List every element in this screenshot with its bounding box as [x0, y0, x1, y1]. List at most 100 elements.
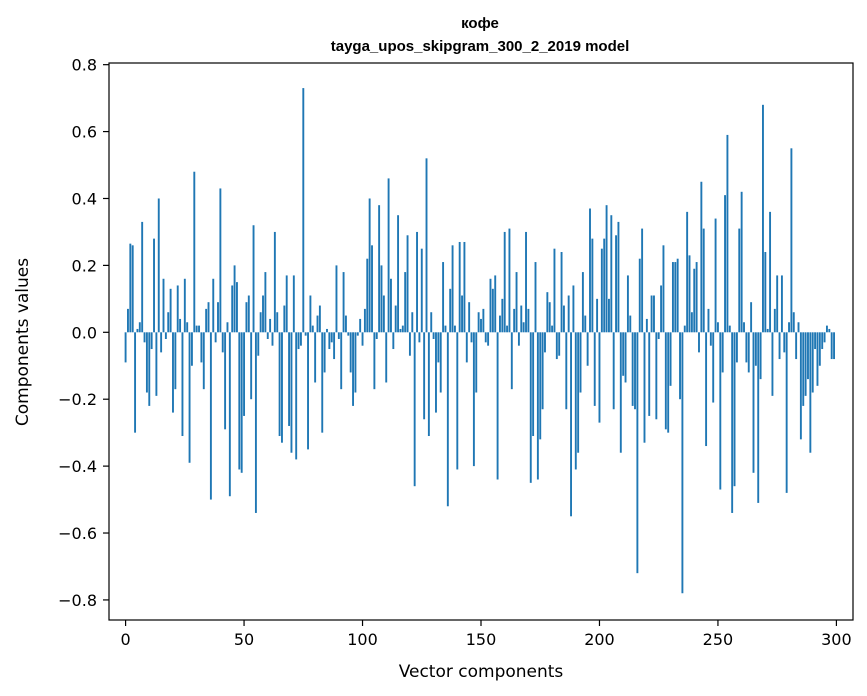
bar-194 [584, 315, 587, 333]
bar-179 [548, 302, 551, 333]
bar-32 [200, 332, 203, 363]
bar-125 [420, 248, 423, 333]
bar-85 [326, 328, 328, 333]
x-tick-label: 250 [703, 630, 734, 649]
bar-217 [638, 258, 641, 333]
y-tick-label: 0.2 [72, 256, 97, 275]
bar-255 [728, 325, 731, 333]
y-tick-label: −0.6 [58, 524, 97, 543]
bar-127 [425, 158, 428, 333]
bar-265 [752, 332, 755, 473]
bar-20 [172, 332, 174, 413]
bar-29 [193, 171, 196, 333]
bar-151 [482, 308, 485, 333]
bar-177 [544, 332, 546, 353]
bar-52 [247, 295, 250, 333]
bar-206 [612, 332, 615, 410]
bar-168 [522, 322, 525, 333]
bar-50 [243, 332, 246, 416]
plot-frame [108, 62, 854, 621]
bar-62 [271, 332, 274, 346]
bar-160 [503, 231, 506, 333]
bar-180 [551, 325, 554, 333]
y-tick-label: 0.8 [72, 56, 97, 75]
bar-279 [785, 332, 788, 493]
bar-186 [565, 332, 568, 410]
bar-292 [816, 332, 819, 386]
bar-232 [674, 262, 677, 333]
bar-0 [124, 332, 127, 363]
bar-281 [790, 148, 793, 333]
bar-8 [143, 332, 146, 343]
bar-146 [470, 332, 473, 343]
bar-4 [134, 332, 137, 433]
bar-74 [299, 332, 302, 346]
bar-18 [167, 312, 170, 333]
bar-178 [546, 292, 549, 333]
bar-229 [667, 332, 670, 433]
bar-93 [344, 315, 347, 333]
bar-91 [340, 332, 343, 390]
bar-172 [532, 332, 535, 437]
bar-198 [593, 332, 596, 406]
bar-131 [435, 332, 437, 413]
bar-208 [617, 221, 620, 333]
bar-260 [740, 191, 743, 333]
bar-176 [541, 332, 544, 410]
bar-48 [238, 332, 241, 470]
bar-189 [572, 285, 575, 333]
bar-278 [783, 332, 786, 353]
bar-276 [778, 332, 781, 360]
bar-165 [515, 272, 518, 333]
bar-58 [262, 295, 264, 333]
bar-72 [295, 332, 298, 460]
bar-220 [645, 318, 648, 333]
bar-164 [513, 308, 516, 333]
bar-254 [726, 134, 729, 333]
bar-101 [363, 308, 366, 333]
bar-126 [423, 332, 426, 420]
bar-39 [217, 302, 219, 333]
bar-70 [290, 332, 293, 453]
bar-137 [449, 288, 452, 333]
bar-145 [468, 302, 471, 333]
bar-25 [183, 278, 186, 333]
bar-205 [610, 215, 613, 333]
bar-134 [442, 262, 445, 333]
bar-34 [205, 308, 208, 333]
bar-115 [397, 215, 400, 333]
bar-140 [456, 332, 459, 470]
bar-121 [411, 312, 414, 333]
bar-94 [347, 332, 350, 336]
bar-211 [624, 332, 627, 383]
bar-277 [780, 275, 783, 333]
bar-5 [136, 328, 139, 333]
bar-159 [501, 298, 504, 333]
bar-249 [714, 218, 717, 333]
bar-243 [700, 181, 703, 333]
bar-215 [634, 332, 636, 410]
bar-195 [586, 332, 589, 366]
bar-76 [304, 332, 307, 336]
bar-139 [453, 325, 456, 333]
bar-251 [719, 332, 722, 490]
bar-295 [823, 332, 826, 343]
bar-82 [318, 305, 321, 333]
bar-109 [382, 295, 385, 333]
bar-184 [560, 252, 563, 333]
bar-235 [681, 332, 684, 594]
bar-261 [743, 322, 745, 333]
bar-71 [292, 275, 295, 333]
bar-199 [596, 298, 599, 333]
bar-3 [131, 245, 134, 333]
bar-45 [231, 285, 234, 333]
bar-148 [475, 332, 478, 393]
bar-90 [337, 332, 340, 339]
bar-157 [496, 332, 499, 480]
bar-107 [378, 205, 381, 333]
bar-31 [198, 325, 200, 333]
bar-1 [127, 308, 129, 333]
bar-246 [707, 308, 710, 333]
bar-233 [676, 258, 679, 333]
bar-59 [264, 272, 267, 333]
